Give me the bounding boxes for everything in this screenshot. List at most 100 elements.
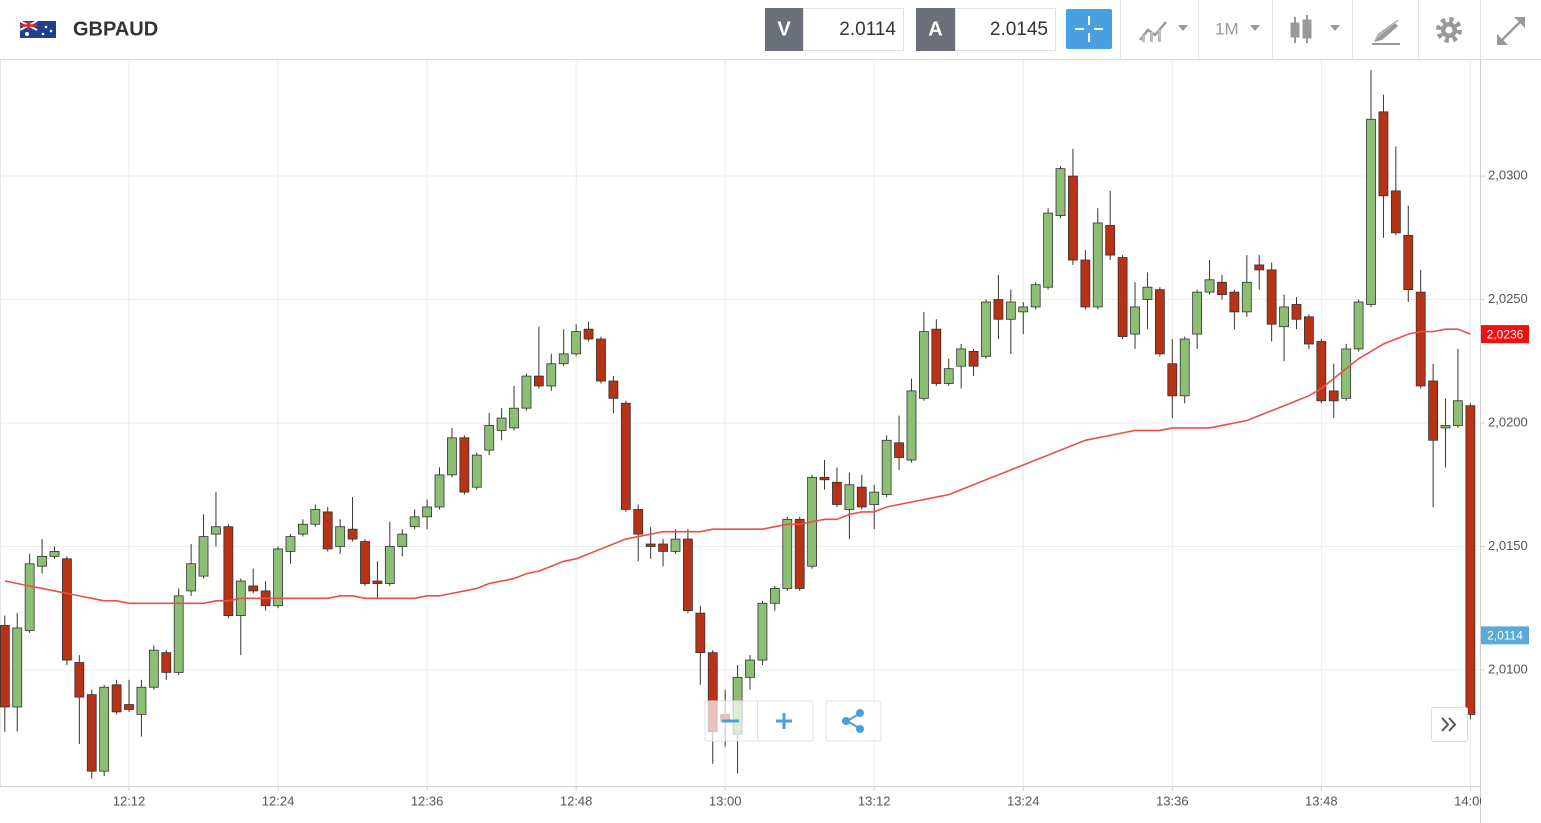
y-tick-label: 2,0150	[1488, 538, 1528, 553]
candle-body	[347, 528, 358, 540]
candle-body	[111, 684, 122, 713]
draw-button[interactable]	[1372, 19, 1400, 45]
buy-price: 2.0145	[990, 19, 1048, 40]
candle-body	[148, 649, 159, 688]
candle-body	[186, 563, 197, 592]
candle-body	[1328, 390, 1339, 402]
candle-body	[918, 331, 929, 399]
candle-body	[434, 474, 445, 508]
buy-price-box	[955, 8, 1056, 51]
candle-body	[173, 595, 184, 673]
candle-body	[322, 511, 333, 550]
candle-body	[695, 612, 706, 654]
toolbar-separators	[1120, 0, 1481, 59]
candle-body	[881, 439, 892, 496]
share-button[interactable]	[825, 700, 882, 742]
candle-body	[161, 652, 172, 673]
candle-body	[1341, 348, 1352, 399]
chart-type-button[interactable]	[1139, 21, 1188, 42]
candle-body	[931, 328, 942, 384]
candle-body	[943, 368, 954, 384]
candle-body	[1005, 301, 1016, 320]
candle-body	[658, 543, 668, 552]
candle-body	[757, 602, 768, 661]
candle-body	[1130, 306, 1140, 335]
symbol: GBPAUD	[73, 18, 158, 40]
candle-body	[1105, 225, 1116, 256]
candle-body	[1266, 269, 1277, 325]
x-tick-label: 12:12	[113, 793, 146, 808]
candle-body	[1117, 257, 1128, 337]
candle-body	[360, 541, 370, 584]
x-tick-label: 13:00	[709, 793, 742, 808]
candle-body	[844, 484, 855, 510]
sell-button[interactable]	[765, 8, 803, 51]
candle-body	[906, 390, 917, 461]
candle-body	[0, 625, 10, 708]
candle-body	[1291, 304, 1302, 320]
candle-body	[608, 380, 619, 399]
candle-body	[1254, 264, 1265, 271]
candle-body	[1217, 281, 1227, 295]
candle-body	[1154, 289, 1165, 355]
candle-body	[124, 704, 134, 710]
buy-button[interactable]	[916, 8, 955, 51]
candle-body	[297, 523, 308, 535]
candle-body	[285, 536, 296, 552]
candle-body	[37, 555, 47, 567]
y-tick-label: 2,0200	[1488, 414, 1528, 429]
candle-body	[1316, 341, 1327, 402]
settings-button[interactable]	[1436, 17, 1462, 43]
candle-body	[533, 375, 544, 387]
candle-body	[248, 585, 259, 592]
x-tick-label: 12:24	[262, 793, 295, 808]
zoom-box	[704, 700, 814, 742]
timeframe-button[interactable]: 1M	[1215, 19, 1260, 38]
candle-body	[1092, 222, 1103, 308]
candle-body	[384, 546, 395, 584]
candle-body	[558, 353, 569, 365]
candle-style-button[interactable]	[1290, 15, 1340, 43]
candle-body	[223, 526, 234, 617]
candle-body	[596, 338, 606, 382]
price-tag-label: 2,0236	[1487, 327, 1524, 341]
x-tick-label: 14:00	[1454, 793, 1487, 808]
candle-body	[335, 526, 346, 547]
price-tag-label: 2,0114	[1487, 629, 1523, 643]
scroll-to-end-button[interactable]	[1431, 707, 1468, 742]
candle-body	[546, 363, 557, 387]
candle-body	[620, 402, 631, 510]
toolbar: GBPAUD V 2.0114 A 2.0145 1M	[0, 0, 1541, 60]
timeframe: 1M	[1215, 19, 1239, 38]
candle-body	[1179, 338, 1190, 397]
x-tick-label: 13:36	[1156, 793, 1189, 808]
candle-body	[1241, 281, 1252, 313]
candle-body	[981, 301, 991, 357]
candle-body	[1055, 168, 1066, 216]
candle-body	[12, 627, 23, 708]
candle-body	[894, 442, 904, 458]
sell-price-box	[803, 8, 904, 51]
candle-body	[62, 558, 72, 661]
candle-body	[24, 563, 35, 631]
candle-body	[968, 350, 979, 367]
candle-body	[832, 481, 842, 505]
x-axis-labels: 12:12 12:24 12:36 12:48 13:00 13:12 13:24 13:36…	[113, 793, 1487, 808]
plot-area	[0, 69, 1476, 779]
candle-body	[769, 588, 780, 604]
candle-body	[993, 299, 1004, 320]
y-tick-label: 2,0100	[1488, 661, 1528, 676]
crosshair-button[interactable]	[1066, 9, 1112, 49]
fullscreen-button[interactable]	[1497, 17, 1525, 45]
price-tag	[1481, 626, 1529, 645]
zoom-in-button[interactable]	[776, 713, 792, 729]
candle-body	[794, 518, 805, 589]
candle-body	[1204, 279, 1215, 293]
candle-body	[1043, 212, 1053, 288]
candle-body	[1068, 175, 1078, 261]
sell-price: 2.0114	[839, 19, 896, 40]
candle-body	[310, 509, 321, 525]
candle-body	[670, 538, 681, 552]
